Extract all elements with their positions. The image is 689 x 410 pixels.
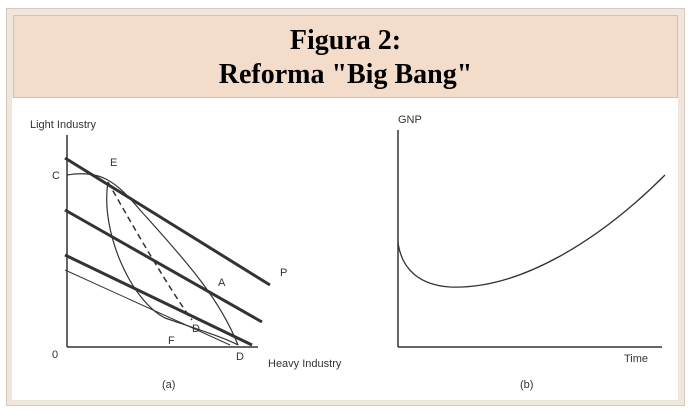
gnp-curve: [397, 174, 666, 288]
point-label: F: [168, 335, 175, 347]
title-line-2: Reforma "Big Bang": [218, 59, 473, 90]
budget-line: [64, 253, 253, 347]
budget-line: [64, 269, 231, 346]
point-label: P: [280, 267, 287, 279]
figure-panel: [12, 98, 678, 400]
point-label: D: [192, 323, 200, 335]
point-label: E: [110, 157, 117, 169]
y-axis-label: Light Industry: [30, 119, 97, 131]
caption: (a): [162, 379, 175, 391]
panel-b-drawing: [397, 130, 666, 348]
budget-line: [64, 156, 271, 287]
path-curve: [106, 181, 239, 346]
origin-label: 0: [52, 349, 58, 361]
ppf-curve: [66, 173, 239, 346]
point-label: C: [52, 170, 60, 182]
y-axis-label: GNP: [398, 114, 422, 126]
panel-a-drawing: [64, 135, 271, 348]
x-axis-label: Time: [624, 353, 648, 365]
caption: (b): [520, 379, 533, 391]
point-label: D: [236, 351, 244, 363]
point-label: A: [218, 277, 226, 289]
budget-line: [64, 208, 263, 324]
x-axis-label: Heavy Industry: [268, 358, 342, 370]
header: Figura 2: Reforma "Big Bang": [13, 15, 678, 98]
title-line-1: Figura 2:: [289, 25, 402, 56]
